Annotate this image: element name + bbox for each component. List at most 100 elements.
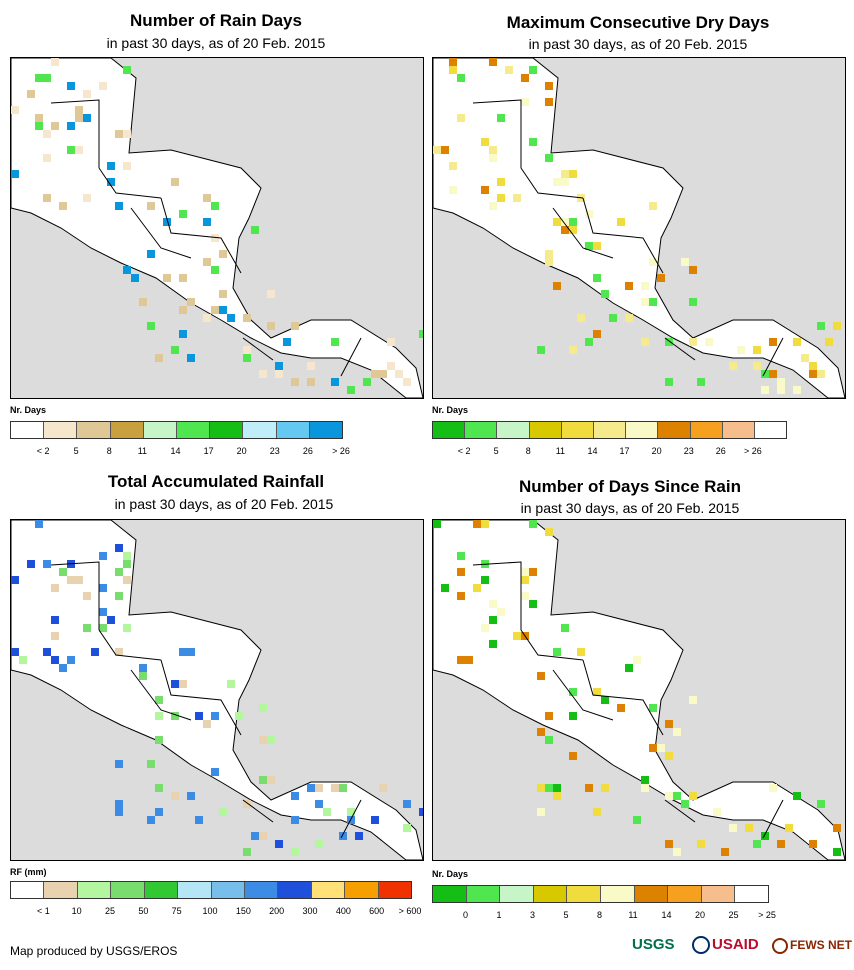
data-cell: [259, 370, 267, 378]
country-borders: [50, 561, 362, 839]
data-cell: [395, 370, 403, 378]
data-cell: [43, 194, 51, 202]
fewsnet-logo-text: FEWS NET: [790, 938, 852, 952]
data-cell: [489, 146, 497, 154]
data-cell: [107, 178, 115, 186]
data-cell: [51, 122, 59, 130]
data-cell: [43, 130, 51, 138]
data-cell: [785, 824, 793, 832]
data-cell: [75, 576, 83, 584]
data-cell: [179, 210, 187, 218]
data-cell: [649, 744, 657, 752]
data-cell: [649, 298, 657, 306]
legend-tick-label: 1: [496, 910, 502, 920]
data-cell: [657, 744, 665, 752]
data-cell: [371, 816, 379, 824]
data-cell: [155, 712, 163, 720]
data-cell: [171, 178, 179, 186]
data-cell: [537, 728, 545, 736]
data-cell: [449, 162, 457, 170]
data-cell: [697, 840, 705, 848]
map-total-rainfall: [10, 519, 424, 861]
data-cell: [179, 274, 187, 282]
data-cell: [139, 664, 147, 672]
usaid-seal-icon: [692, 936, 710, 955]
data-cell: [43, 74, 51, 82]
data-cell: [433, 520, 441, 528]
data-cell: [307, 378, 315, 386]
data-cell: [123, 162, 131, 170]
legend-swatch: [11, 882, 45, 898]
legend-swatch: [244, 882, 279, 898]
data-cell: [497, 178, 505, 186]
legend-swatch: [465, 422, 498, 438]
data-cell: [449, 66, 457, 74]
data-cell: [139, 672, 147, 680]
data-cell: [163, 274, 171, 282]
data-cell: [729, 362, 737, 370]
legend-swatch: [500, 886, 534, 902]
data-cell: [649, 202, 657, 210]
data-cell: [593, 688, 601, 696]
data-cell: [545, 98, 553, 106]
data-cell: [641, 784, 649, 792]
data-cell: [633, 656, 641, 664]
data-cell: [729, 824, 737, 832]
legend-tick-label: > 26: [744, 446, 762, 456]
legend-tick-label: 8: [106, 446, 112, 456]
data-cell: [457, 656, 465, 664]
data-cell: [769, 338, 777, 346]
data-cell: [809, 840, 817, 848]
legend-swatch: [278, 882, 312, 898]
legend-tick-label: 17: [619, 446, 630, 456]
data-cell: [593, 808, 601, 816]
data-cell: [35, 520, 43, 528]
legend-swatch: [722, 422, 755, 438]
legend-swatch: [433, 422, 466, 438]
data-cell: [665, 338, 673, 346]
data-cell: [115, 130, 123, 138]
legend-tick-label: 8: [525, 446, 531, 456]
data-cell: [569, 226, 577, 234]
data-cell: [481, 138, 489, 146]
data-cell: [291, 378, 299, 386]
data-cell: [497, 114, 505, 122]
data-cell: [681, 800, 689, 808]
legend-tick-label: > 25: [758, 910, 776, 920]
data-cell: [339, 784, 347, 792]
data-cell: [243, 314, 251, 322]
legend-tick-label: 20: [694, 910, 706, 920]
data-cell: [641, 298, 649, 306]
data-cell: [387, 338, 395, 346]
map-max-dry-days: [432, 57, 846, 399]
legend-tick-label: 23: [269, 446, 280, 456]
panel-title: Number of Days Since Rain: [518, 477, 741, 496]
data-cell: [347, 808, 355, 816]
data-cell: [211, 306, 219, 314]
data-cell: [457, 552, 465, 560]
data-cell: [777, 386, 785, 394]
data-cell: [347, 386, 355, 394]
legend-ticks: < 1 10 25 50 75 100 150 200 300 400 600 > 600: [10, 906, 421, 918]
data-cell: [681, 258, 689, 266]
data-cell: [489, 616, 497, 624]
legend-swatch: [44, 882, 78, 898]
data-cell: [569, 170, 577, 178]
data-cell: [419, 808, 423, 816]
data-cell: [553, 784, 561, 792]
data-cell: [99, 82, 107, 90]
legend-tick-label: 26: [302, 446, 313, 456]
data-cell: [243, 800, 251, 808]
legend-ticks: < 2 5 8 11 14 17 20 23 26 > 26: [432, 446, 785, 458]
data-cell: [593, 330, 601, 338]
data-cell: [561, 624, 569, 632]
data-cell: [219, 808, 227, 816]
data-cell: [11, 576, 19, 584]
data-cell: [569, 688, 577, 696]
data-cell: [371, 370, 379, 378]
data-cell: [689, 298, 697, 306]
legend-swatch: [735, 886, 768, 902]
legend-title: Nr. Days: [432, 405, 469, 415]
legend-tick-label: 75: [171, 906, 182, 916]
legend-tick-label: 14: [587, 446, 598, 456]
